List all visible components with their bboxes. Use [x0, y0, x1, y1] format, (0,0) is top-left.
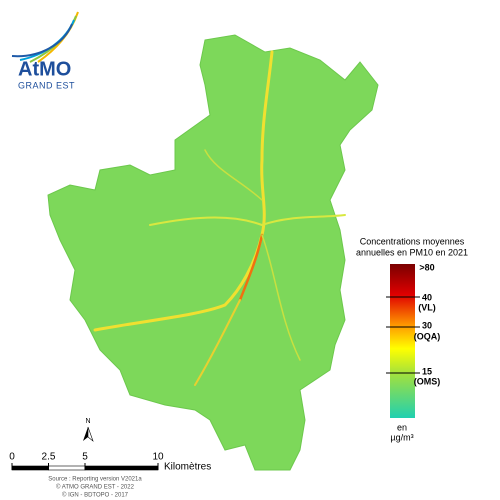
legend-label: (OMS) [414, 376, 441, 386]
source-line: © ATMO GRAND EST - 2022 [56, 484, 135, 491]
source-line: © IGN - BDTOPO - 2017 [62, 492, 129, 499]
scale-label: 2.5 [42, 452, 56, 463]
roads [93, 50, 346, 386]
scale-label: 10 [152, 452, 164, 463]
legend-label: (OQA) [414, 331, 441, 341]
unit: en [397, 422, 407, 432]
north-arrow: N [83, 418, 94, 442]
legend-label: 15 [422, 366, 432, 376]
logo: AtMO GRAND EST [11, 11, 79, 90]
legend: Concentrations moyennes annuelles en PM1… [356, 236, 468, 442]
unit: µg/m³ [390, 432, 413, 442]
territory [47, 34, 379, 471]
legend-label: 30 [422, 320, 432, 330]
north-label: N [85, 418, 90, 425]
scale-segment [84, 465, 159, 471]
color-scale [390, 264, 415, 418]
scale-segment [48, 465, 86, 471]
scale-label: 0 [9, 452, 15, 463]
source-line: Source : Reporting version V2021a [48, 477, 142, 483]
legend-title: annuelles en PM10 en 2021 [356, 247, 468, 257]
logo-name: AtMO [18, 58, 71, 80]
scale-label: 5 [82, 452, 88, 463]
logo-region: GRAND EST [18, 80, 75, 90]
scale-segment [11, 465, 49, 471]
legend-label: >80 [419, 262, 434, 272]
scale-unit: Kilomètres [164, 462, 211, 473]
legend-title: Concentrations moyennes [360, 236, 465, 246]
legend-label: (VL) [418, 302, 436, 312]
source: Source : Reporting version V2021a © ATMO… [48, 477, 142, 499]
legend-label: 40 [422, 292, 432, 302]
